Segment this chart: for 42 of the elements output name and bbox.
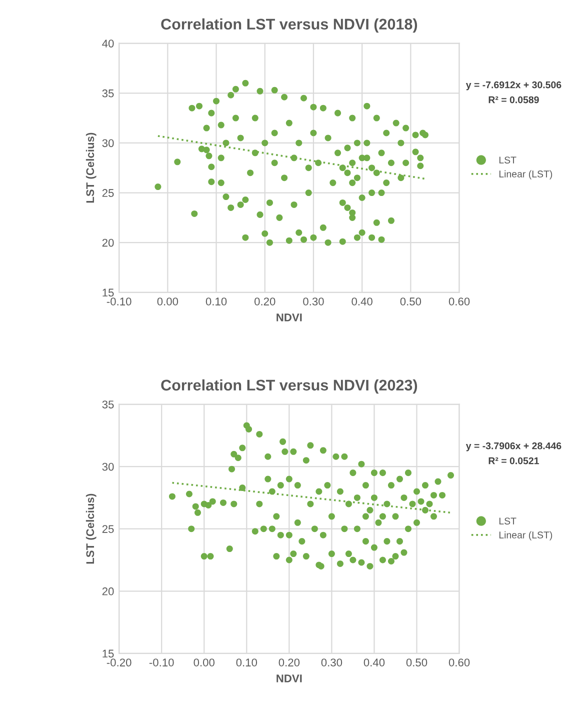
text: y = -3.7906x + 28.446 [466,442,562,452]
y-tick-label: 15 [102,288,114,297]
y-tick-label: 35 [102,400,114,408]
y-axis-title: LST (Celcius) [86,494,96,564]
x-tick-label: 0.50 [406,658,428,666]
x-tick-label: 0.00 [157,298,178,306]
x-tick-label: 0.40 [364,658,385,666]
x-tick-label: 0.30 [321,658,342,666]
y-tick-label: 25 [102,525,114,533]
x-tick-label: 0.60 [448,658,470,666]
y-tick-label: 30 [102,139,114,148]
x-tick-label: 0.00 [194,658,214,666]
legend-label: LST [499,518,516,525]
y-tick-label: 15 [102,650,114,658]
legend-label: Linear (LST) [499,170,552,180]
x-tick-label: 0.20 [254,298,276,306]
x-tick-label: 0.40 [352,298,372,306]
x-axis-title: NDVI [276,674,302,682]
text: y = -7.6912x + 30.506 [466,81,562,90]
y-tick-label: 30 [102,462,114,471]
x-tick-label: -0.10 [149,658,174,666]
y-tick-label: 20 [102,238,114,247]
y-tick-label: 40 [102,40,114,48]
x-tick-label: 0.10 [206,298,227,306]
x-tick-label: -0.20 [106,658,132,666]
text: R² = 0.0589 [488,96,539,104]
x-tick-label: -0.10 [106,298,132,306]
x-axis-title: NDVI [276,314,302,322]
x-tick-label: 0.20 [278,658,300,666]
legend-label: LST [499,156,516,164]
chart-title: Correlation LST versus NDVI (2023) [161,379,418,394]
text: R² = 0.0521 [488,457,539,464]
y-axis-title: LST (Celcius) [86,132,96,203]
x-tick-label: 0.30 [303,298,324,306]
y-tick-label: 20 [102,587,114,596]
chart-title: Correlation LST versus NDVI (2018) [161,18,418,33]
y-tick-label: 25 [102,189,114,197]
x-tick-label: 0.50 [400,298,422,306]
y-tick-label: 35 [102,89,114,98]
legend-label: Linear (LST) [499,531,552,540]
x-tick-label: 0.60 [448,298,470,306]
x-tick-label: 0.10 [236,658,258,666]
